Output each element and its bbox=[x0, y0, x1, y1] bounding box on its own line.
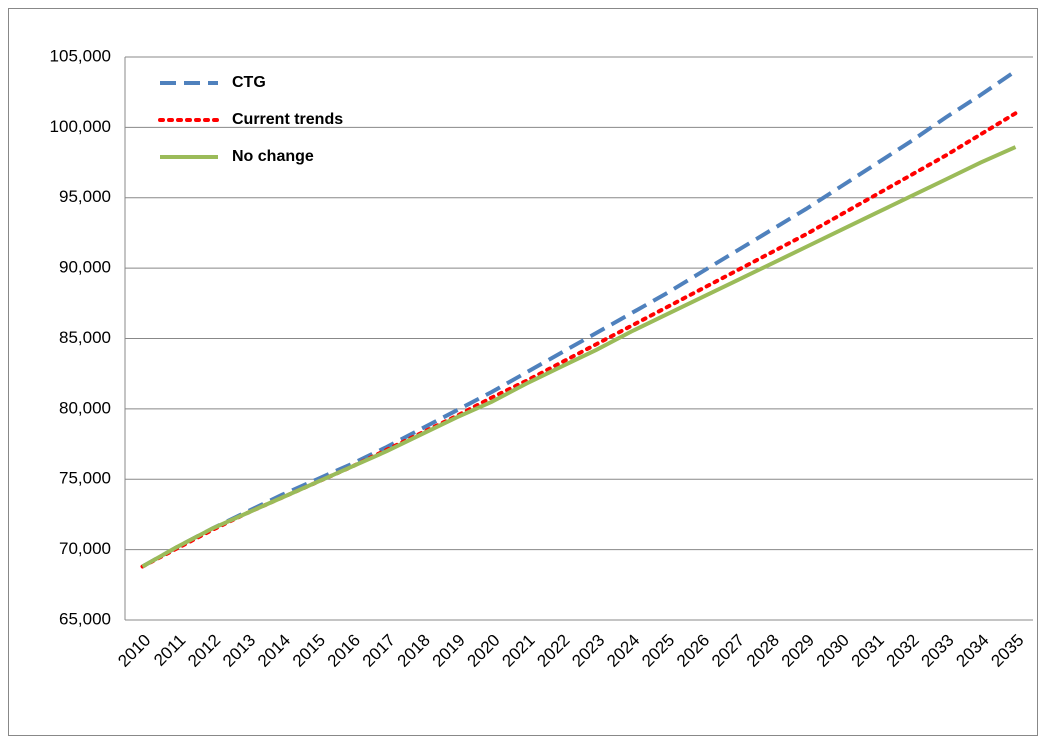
y-tick-label: 95,000 bbox=[59, 187, 111, 206]
y-tick-label: 90,000 bbox=[59, 258, 111, 277]
legend-label: Current trends bbox=[232, 111, 343, 128]
y-tick-label: 105,000 bbox=[50, 46, 111, 65]
legend-label: CTG bbox=[232, 74, 266, 91]
y-tick-label: 75,000 bbox=[59, 469, 111, 488]
y-tick-label: 85,000 bbox=[59, 328, 111, 347]
chart-border bbox=[8, 8, 1038, 736]
y-tick-label: 65,000 bbox=[59, 609, 111, 628]
y-tick-label: 100,000 bbox=[50, 117, 111, 136]
series-line bbox=[141, 145, 1017, 569]
y-tick-label: 80,000 bbox=[59, 398, 111, 417]
y-tick-label: 70,000 bbox=[59, 539, 111, 558]
series-line bbox=[141, 69, 1017, 569]
legend-label: No change bbox=[232, 148, 314, 165]
